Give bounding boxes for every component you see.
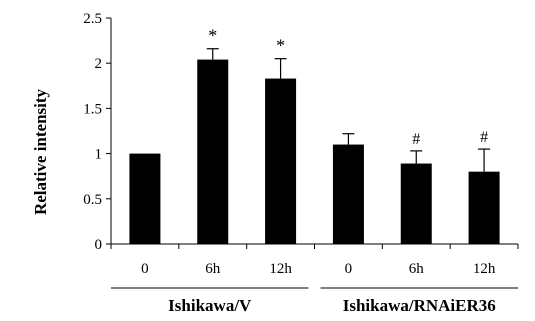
bars xyxy=(129,48,500,245)
group-label: Ishikawa/RNAiER36 xyxy=(343,296,496,315)
x-tick-label: 12h xyxy=(269,261,292,277)
significance-marker: * xyxy=(208,26,217,46)
y-tick-label: 0 xyxy=(95,237,103,253)
y-tick-label: 1.5 xyxy=(83,101,102,117)
y-tick-label: 0.5 xyxy=(83,192,102,208)
significance-marker: * xyxy=(276,36,285,56)
x-tick-label: 0 xyxy=(141,261,149,277)
y-tick-label: 2 xyxy=(95,56,103,72)
x-tick-label: 6h xyxy=(409,261,425,277)
y-tick-label: 1 xyxy=(95,147,103,163)
bar xyxy=(468,171,500,244)
y-tick-label: 2.5 xyxy=(83,11,102,27)
bar xyxy=(197,59,229,244)
x-tick-label: 0 xyxy=(345,261,353,277)
x-tick-label: 12h xyxy=(473,261,496,277)
x-tick-label: 6h xyxy=(205,261,221,277)
bar xyxy=(265,78,297,245)
significance-marker: # xyxy=(480,129,488,146)
labels: 0 0.5 1 1.5 2 2.5 0 * 6h * 12h 0 #6h #12h Ishikawa/V Is… xyxy=(83,11,496,315)
bar xyxy=(129,153,161,244)
y-axis-label: Relative intensity xyxy=(31,88,50,215)
bar xyxy=(400,163,432,244)
axes xyxy=(106,17,519,289)
group-label: Ishikawa/V xyxy=(168,296,252,315)
bar xyxy=(332,144,364,244)
significance-marker: # xyxy=(412,131,420,148)
